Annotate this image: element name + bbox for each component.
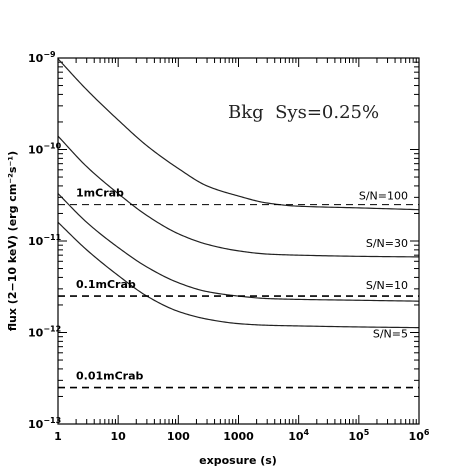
curve-s-n-5 <box>57 221 420 329</box>
reference-line-label: 0.1mCrab <box>76 278 136 291</box>
y-tick-labels: 10−13 10−12 10−11 10−10 10−9 <box>28 50 62 431</box>
y-tick-label: 10−13 <box>28 416 61 431</box>
x-tick-label: 10 <box>111 430 127 443</box>
x-tick-label: 1000 <box>223 430 254 443</box>
reference-line-label: 0.01mCrab <box>76 370 144 383</box>
y-tick-label: 10−9 <box>28 50 56 65</box>
curve-s-n-100 <box>57 58 420 211</box>
curve-label: S/N=30 <box>366 237 408 250</box>
curve-label: S/N=100 <box>359 190 408 203</box>
curve-s-n-10 <box>57 193 420 302</box>
x-tick-label: 1 <box>54 430 62 443</box>
background-systematic-annotation: Bkg Sys=0.25% <box>228 102 379 123</box>
curve-label: S/N=5 <box>373 328 408 341</box>
y-tick-label: 10−11 <box>28 233 62 248</box>
x-tick-label: 106 <box>409 428 430 443</box>
axis-ticks <box>57 58 419 425</box>
plot-frame <box>57 57 420 425</box>
y-tick-label: 10−10 <box>28 142 62 157</box>
y-tick-label: 10−12 <box>28 325 61 340</box>
x-tick-label: 104 <box>288 428 309 443</box>
x-tick-label: 105 <box>348 428 369 443</box>
curve-s-n-30 <box>57 135 420 258</box>
crab-reference-lines: 1mCrab 0.1mCrab 0.01mCrab <box>58 187 419 389</box>
x-tick-labels: 1 10 100 1000 104 105 106 <box>54 428 430 443</box>
sensitivity-curves: S/N=100 S/N=30 S/N=10 S/N=5 <box>57 58 420 341</box>
reference-line-label: 1mCrab <box>76 187 124 200</box>
y-axis-title: flux (2−10 keV) (erg cm⁻²s⁻¹) <box>6 151 19 331</box>
x-axis-title: exposure (s) <box>199 454 277 467</box>
curve-label: S/N=10 <box>366 279 408 292</box>
x-tick-label: 100 <box>167 430 190 443</box>
